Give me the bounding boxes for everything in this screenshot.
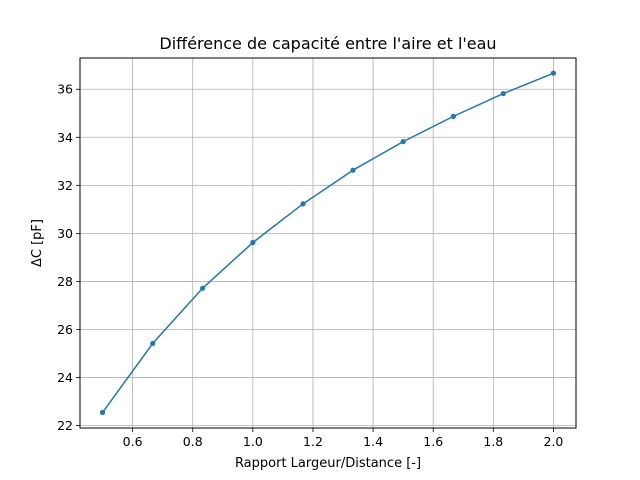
y-tick-label: 24 xyxy=(57,370,73,385)
grid xyxy=(80,58,576,428)
x-tick-label: 1.6 xyxy=(423,434,443,449)
data-point xyxy=(450,113,456,119)
data-point xyxy=(300,201,306,207)
series-layer xyxy=(99,70,557,415)
x-tick-label: 1.4 xyxy=(363,434,383,449)
data-point xyxy=(350,167,356,173)
data-point xyxy=(99,409,106,415)
y-tick-label: 32 xyxy=(57,178,73,193)
y-tick-label: 34 xyxy=(57,130,73,145)
x-tick-label: 1.2 xyxy=(303,434,323,449)
axes-frame xyxy=(79,57,577,429)
y-tick-label: 28 xyxy=(57,274,73,289)
series-line xyxy=(101,72,555,414)
data-point xyxy=(500,90,506,97)
x-tick-label: 2.0 xyxy=(544,434,564,449)
y-tick-label: 26 xyxy=(57,322,73,337)
y-tick-label: 30 xyxy=(57,226,73,241)
data-point xyxy=(550,70,557,76)
ticks: 0.6 0.8 1.0 1.2 1.4 1.6 1.8 2.0 22 24 26 28 30 32 34 36 xyxy=(57,82,563,449)
data-point xyxy=(400,139,406,145)
x-tick-label: 0.8 xyxy=(183,434,203,449)
x-tick-label: 1.8 xyxy=(483,434,503,449)
y-tick-label: 36 xyxy=(57,82,73,97)
y-axis-label: ΔC [pF] xyxy=(30,219,45,267)
data-point xyxy=(150,340,156,347)
x-tick-label: 1.0 xyxy=(243,434,263,449)
x-axis-label: Rapport Largeur/Distance [-] xyxy=(235,456,421,471)
chart-title: Différence de capacité entre l'aire et l… xyxy=(159,34,496,53)
data-point xyxy=(200,285,206,291)
x-tick-label: 0.6 xyxy=(123,434,143,449)
y-tick-label: 22 xyxy=(57,418,73,433)
data-point xyxy=(250,239,256,246)
